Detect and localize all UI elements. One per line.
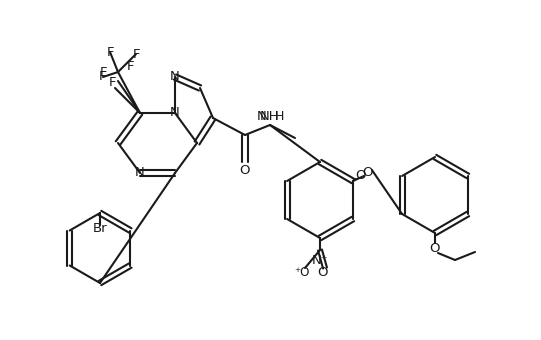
Text: N: N bbox=[258, 110, 267, 123]
Text: Br: Br bbox=[93, 221, 107, 235]
Text: ⁺O: ⁺O bbox=[294, 266, 309, 278]
Text: F: F bbox=[132, 48, 140, 61]
Text: F: F bbox=[126, 59, 134, 72]
Text: H: H bbox=[275, 110, 285, 123]
Text: N: N bbox=[170, 106, 180, 119]
Text: N: N bbox=[135, 167, 145, 180]
Text: NH: NH bbox=[260, 110, 280, 123]
Text: O: O bbox=[362, 167, 373, 180]
Text: F: F bbox=[100, 67, 108, 80]
Text: O: O bbox=[430, 241, 440, 255]
Text: O: O bbox=[355, 170, 366, 183]
Text: F: F bbox=[106, 46, 114, 58]
Text: F: F bbox=[99, 70, 107, 84]
Text: F: F bbox=[109, 76, 117, 89]
Text: N⁺: N⁺ bbox=[312, 254, 328, 267]
Text: O: O bbox=[318, 266, 328, 278]
Text: O: O bbox=[240, 164, 250, 176]
Text: N: N bbox=[170, 70, 180, 84]
